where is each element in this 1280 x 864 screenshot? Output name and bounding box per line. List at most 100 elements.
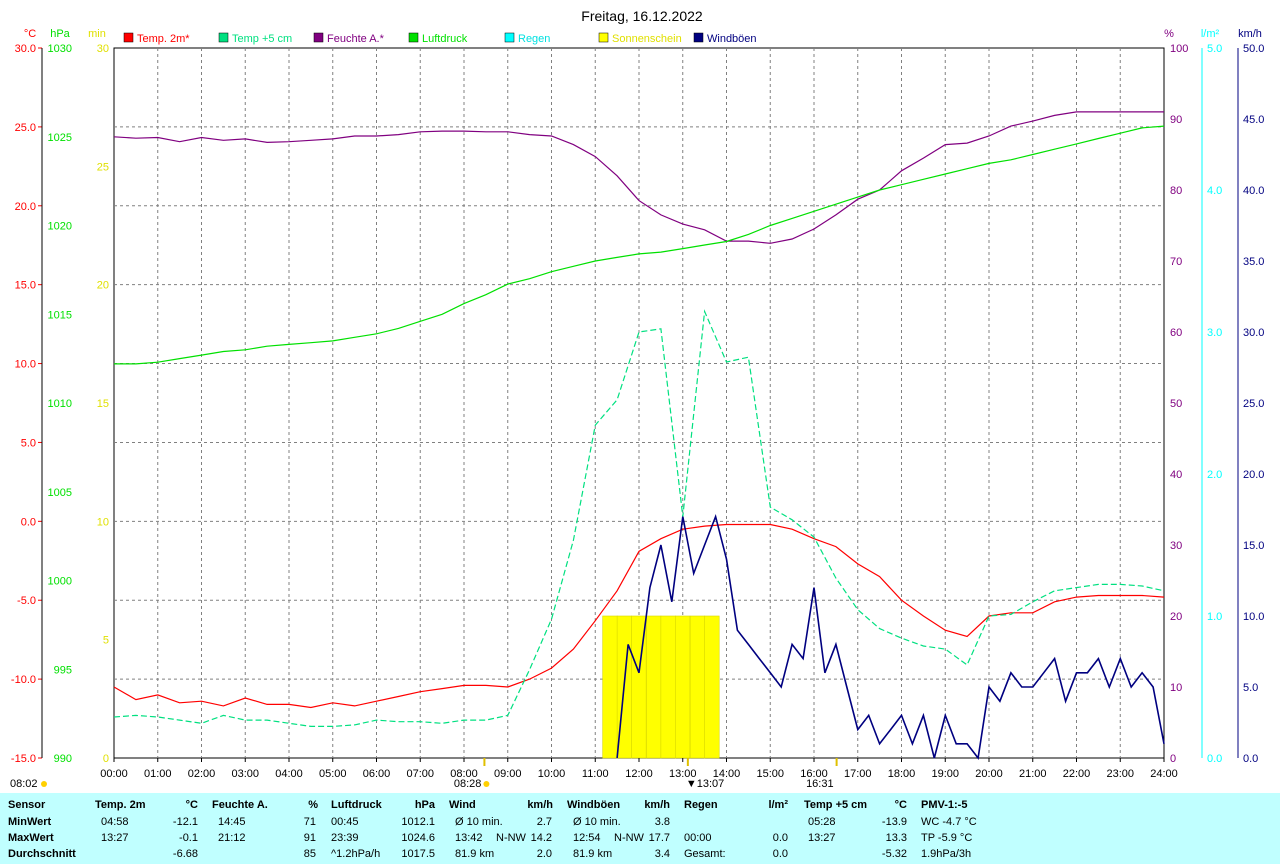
x-tick-label: 12:00 xyxy=(625,768,653,780)
footer-cell: 00:45 xyxy=(331,816,359,828)
pressure-tick-label: 1005 xyxy=(48,487,72,499)
footer-header-unit: km/h xyxy=(527,799,553,811)
footer-cell-value: 91 xyxy=(303,832,316,844)
footer-cell: WC -4.7 °C xyxy=(921,816,977,828)
footer-cell: 12:54 xyxy=(573,832,601,844)
x-tick-label: 13:00 xyxy=(669,768,697,780)
footer-cell-direction: N-NW xyxy=(614,832,644,844)
humidity-tick-label: 40 xyxy=(1170,469,1182,481)
footer-cell-value: 3.4 xyxy=(654,848,670,860)
x-tick-label: 00:00 xyxy=(100,768,128,780)
footer-cell: ^1.2hPa/h xyxy=(331,848,381,860)
x-tick-label: 17:00 xyxy=(844,768,872,780)
pressure-tick-label: 1020 xyxy=(48,221,72,233)
pressure-tick-label: 1010 xyxy=(48,398,72,410)
wind-tick-label: 50.0 xyxy=(1243,43,1264,55)
temp-tick-label: -5.0 xyxy=(17,595,36,607)
rain-tick-label: 2.0 xyxy=(1207,469,1222,481)
footer-header: Sensor xyxy=(8,799,46,811)
footer-header-unit: hPa xyxy=(414,799,435,811)
pressure-tick-label: 990 xyxy=(54,753,72,765)
series-line-temp-2m xyxy=(113,523,1165,709)
footer-header: Windböen xyxy=(567,799,621,811)
footer-cell-value: 1012.1 xyxy=(401,816,435,828)
footer-cell-value: 71 xyxy=(303,816,316,828)
sunrise-marker-label: 08:28 xyxy=(454,778,482,790)
footer-cell: Ø 10 min. xyxy=(573,816,621,828)
footer-cell-value: -5.32 xyxy=(881,848,907,860)
x-tick-label: 06:00 xyxy=(363,768,391,780)
wind-tick-label: 35.0 xyxy=(1243,256,1264,268)
wind-tick-label: 40.0 xyxy=(1243,185,1264,197)
humidity-tick-label: 30 xyxy=(1170,540,1182,552)
temp-tick-label: 15.0 xyxy=(15,280,36,292)
footer-row-label: MaxWert xyxy=(8,832,54,844)
rain-tick-label: 1.0 xyxy=(1207,611,1222,623)
x-tick-label: 01:00 xyxy=(144,768,172,780)
footer-cell: 14:45 xyxy=(218,816,246,828)
footer-cell-direction: N-NW xyxy=(496,832,526,844)
sunshine-bars xyxy=(602,615,720,759)
minutes-tick-label: 20 xyxy=(97,280,109,292)
sunrise-label: 08:02 xyxy=(10,778,38,790)
x-tick-label: 16:00 xyxy=(800,768,828,780)
pressure-tick-label: 1015 xyxy=(48,309,72,321)
series-line-luftdruck xyxy=(114,125,1165,365)
legend-swatch xyxy=(313,32,324,43)
legend-swatch xyxy=(693,32,704,43)
footer-header: Temp. 2m xyxy=(95,799,146,811)
footer-header: Wind xyxy=(449,799,476,811)
footer-cell-value: 3.8 xyxy=(654,816,670,828)
x-tick-label: 24:00 xyxy=(1150,768,1178,780)
footer-cell: Ø 10 min. xyxy=(455,816,503,828)
legend-label: Luftdruck xyxy=(422,33,468,45)
humidity-tick-label: 90 xyxy=(1170,114,1182,126)
footer-cell-value: 2.7 xyxy=(536,816,552,828)
legend-label: Feuchte A.* xyxy=(327,33,385,45)
sunshine-bar xyxy=(704,615,720,759)
rain-unit: l/m² xyxy=(1201,28,1220,40)
temp-tick-label: 5.0 xyxy=(21,437,36,449)
footer-cell-value: 13.3 xyxy=(885,832,907,844)
sunshine-bar xyxy=(689,615,706,759)
footer-cell: 13:27 xyxy=(808,832,836,844)
humidity-tick-label: 10 xyxy=(1170,682,1182,694)
sunshine-bar xyxy=(602,615,618,759)
x-tick-label: 02:00 xyxy=(188,768,216,780)
rain-tick-label: 4.0 xyxy=(1207,185,1222,197)
weather-chart: Freitag, 16.12.2022 30.0 25.0 20.0 15.0 10.0… xyxy=(10,8,1264,790)
footer-header-unit: km/h xyxy=(644,799,670,811)
humidity-unit: % xyxy=(1164,28,1174,40)
pressure-tick-label: 1030 xyxy=(48,43,72,55)
wind-tick-label: 30.0 xyxy=(1243,327,1264,339)
legend-swatch xyxy=(598,32,609,43)
rain-tick-label: 3.0 xyxy=(1207,327,1222,339)
series-line-windb-en xyxy=(616,513,1165,760)
footer-cell: 13:27 xyxy=(101,832,129,844)
footer-header-unit: % xyxy=(308,799,318,811)
x-tick-label: 20:00 xyxy=(975,768,1003,780)
pressure-tick-label: 995 xyxy=(54,664,72,676)
legend-label: Temp. 2m* xyxy=(137,33,190,45)
temp-tick-label: 10.0 xyxy=(15,359,36,371)
sun-event-markers: 08:02 08:28 ▼13:07 16:31 xyxy=(10,758,838,790)
x-tick-label: 05:00 xyxy=(319,768,347,780)
humidity-tick-label: 80 xyxy=(1170,185,1182,197)
sunshine-bar xyxy=(646,615,662,759)
rain-tick-label: 5.0 xyxy=(1207,43,1222,55)
temp-tick-label: -15.0 xyxy=(11,753,36,765)
x-tick-label: 07:00 xyxy=(406,768,434,780)
x-tick-label: 23:00 xyxy=(1106,768,1134,780)
footer-cell-value: 1024.6 xyxy=(401,832,435,844)
temp-unit: °C xyxy=(24,28,36,40)
x-tick-label: 04:00 xyxy=(275,768,303,780)
x-tick-label: 15:00 xyxy=(756,768,784,780)
footer-header: Regen xyxy=(684,799,718,811)
x-tick-label: 03:00 xyxy=(231,768,259,780)
footer-cell-value: 1017.5 xyxy=(401,848,435,860)
series-lines xyxy=(113,111,1165,760)
legend-swatch xyxy=(218,32,229,43)
footer-cell-value: -13.9 xyxy=(881,816,907,828)
x-tick-label: 08:00 xyxy=(450,768,478,780)
humidity-tick-label: 20 xyxy=(1170,611,1182,623)
